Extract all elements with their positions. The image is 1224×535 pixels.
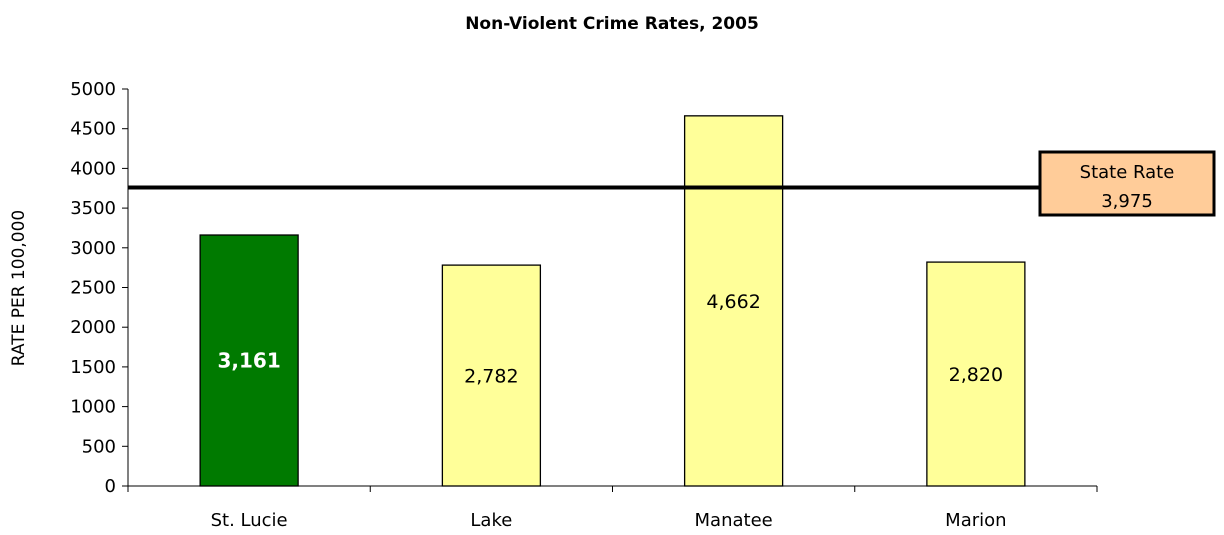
state-rate-label: State Rate — [1080, 162, 1175, 183]
x-tick-label: St. Lucie — [211, 510, 288, 531]
y-tick-label: 1000 — [70, 397, 116, 418]
state-rate-label-box — [1038, 150, 1216, 217]
bar-data-label: 2,782 — [464, 366, 518, 388]
bar-data-label: 4,662 — [706, 291, 760, 313]
axes — [127, 89, 1098, 492]
bar — [683, 115, 784, 487]
y-tick-label: 0 — [105, 476, 116, 497]
y-tick-label: 5000 — [70, 79, 116, 100]
bar — [199, 234, 299, 487]
y-tick-label: 1500 — [70, 357, 116, 378]
x-tick-label: Lake — [470, 510, 512, 531]
bar — [441, 264, 542, 487]
y-tick-label: 500 — [82, 436, 116, 457]
y-tick-label: 3500 — [70, 198, 116, 219]
bar — [926, 261, 1026, 487]
y-tick-label: 2000 — [70, 317, 116, 338]
y-tick-label: 4000 — [70, 158, 116, 179]
y-axis-label: RATE PER 100,000 — [9, 210, 29, 366]
state-rate-value: 3,975 — [1101, 191, 1153, 212]
x-tick-label: Manatee — [695, 510, 773, 531]
bar-data-label: 3,161 — [217, 349, 280, 373]
state-rate-reference: State Rate 3,975 — [128, 150, 1216, 217]
bars: 3,161 St. Lucie 2,782 Lake 4,662 Manatee 2,820… — [199, 115, 1026, 531]
chart-title: Non-Violent Crime Rates, 2005 — [465, 14, 759, 34]
y-tick-label: 3000 — [70, 238, 116, 259]
x-tick-label: Marion — [945, 510, 1006, 531]
y-tick-label: 4500 — [70, 119, 116, 140]
bar-data-label: 2,820 — [949, 364, 1003, 386]
y-tick-label: 2500 — [70, 278, 116, 299]
y-axis: 0 500 1000 1500 2000 2500 3000 3500 4000 4500 5000 — [70, 79, 128, 497]
